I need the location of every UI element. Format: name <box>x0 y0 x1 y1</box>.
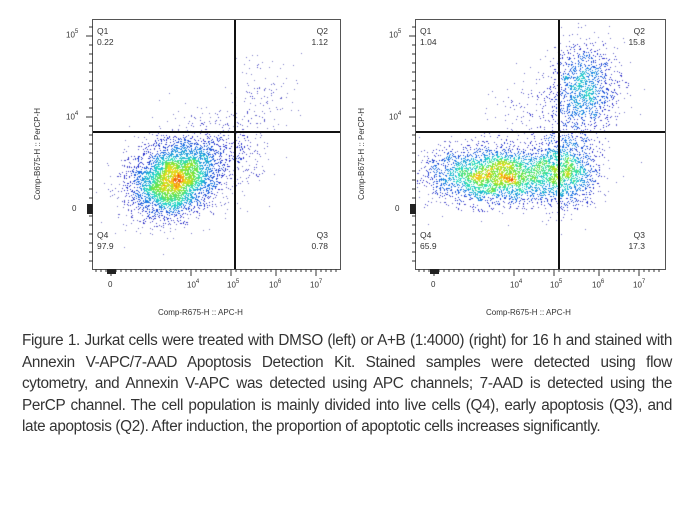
y-axis-ticks <box>409 26 416 262</box>
quadrant-gate-vertical <box>558 20 560 269</box>
y-axis-label: Comp-B675-H :: PerCP-H <box>33 107 42 200</box>
x-tick-label: 0 <box>431 280 436 289</box>
quadrant-q4: Q4 65.9 <box>420 230 437 251</box>
y-axis-label: Comp-B675-H :: PerCP-H <box>357 107 366 200</box>
x-tick-label: 104 <box>187 279 200 290</box>
x-tick-label: 106 <box>592 279 605 290</box>
x-tick-label: 104 <box>510 279 523 290</box>
quadrant-q4: Q4 97.9 <box>97 230 114 251</box>
x-axis-label: Comp-R675-H :: APC-H <box>486 308 571 317</box>
y-tick-label: 104 <box>389 111 402 122</box>
quadrant-q2: Q2 15.8 <box>628 26 645 47</box>
density-dots <box>416 20 665 269</box>
quadrant-gate-horizontal <box>93 131 340 133</box>
x-tick-label: 106 <box>269 279 282 290</box>
quadrant-gate-horizontal <box>416 131 665 133</box>
x-axis-label: Comp-R675-H :: APC-H <box>158 308 243 317</box>
y-axis-ticks <box>86 26 93 262</box>
density-dots <box>93 20 340 269</box>
right-plot-panel: Comp-B675-H :: PerCP-H Q1 1.04 Q2 15.8 Q4 6… <box>323 0 689 320</box>
y-tick-label: 105 <box>66 29 79 40</box>
quadrant-q1: Q1 0.22 <box>97 26 114 47</box>
y-tick-label: 0 <box>72 204 77 213</box>
scatter-plot-treated: Q1 1.04 Q2 15.8 Q4 65.9 Q3 17.3 <box>415 19 666 270</box>
quadrant-q3: Q3 17.3 <box>628 230 645 251</box>
y-tick-label: 105 <box>389 29 402 40</box>
quadrant-q1: Q1 1.04 <box>420 26 437 47</box>
x-axis-ticks <box>418 269 660 276</box>
x-axis-ticks <box>95 269 337 276</box>
left-plot-panel: Comp-B675-H :: PerCP-H Q1 0.22 Q2 1.12 Q4 9… <box>0 0 345 320</box>
x-tick-label: 105 <box>550 279 563 290</box>
x-tick-label: 0 <box>108 280 113 289</box>
scatter-plot-dmso: Q1 0.22 Q2 1.12 Q4 97.9 Q3 0.78 <box>92 19 341 270</box>
quadrant-q3: Q3 0.78 <box>311 230 328 251</box>
x-tick-label: 105 <box>227 279 240 290</box>
quadrant-q2: Q2 1.12 <box>311 26 328 47</box>
y-tick-label: 0 <box>395 204 400 213</box>
figure-caption: Figure 1. Jurkat cells were treated with… <box>22 332 672 436</box>
x-tick-label: 107 <box>310 279 323 290</box>
y-tick-label: 104 <box>66 111 79 122</box>
x-tick-label: 107 <box>633 279 646 290</box>
quadrant-gate-vertical <box>234 20 236 269</box>
